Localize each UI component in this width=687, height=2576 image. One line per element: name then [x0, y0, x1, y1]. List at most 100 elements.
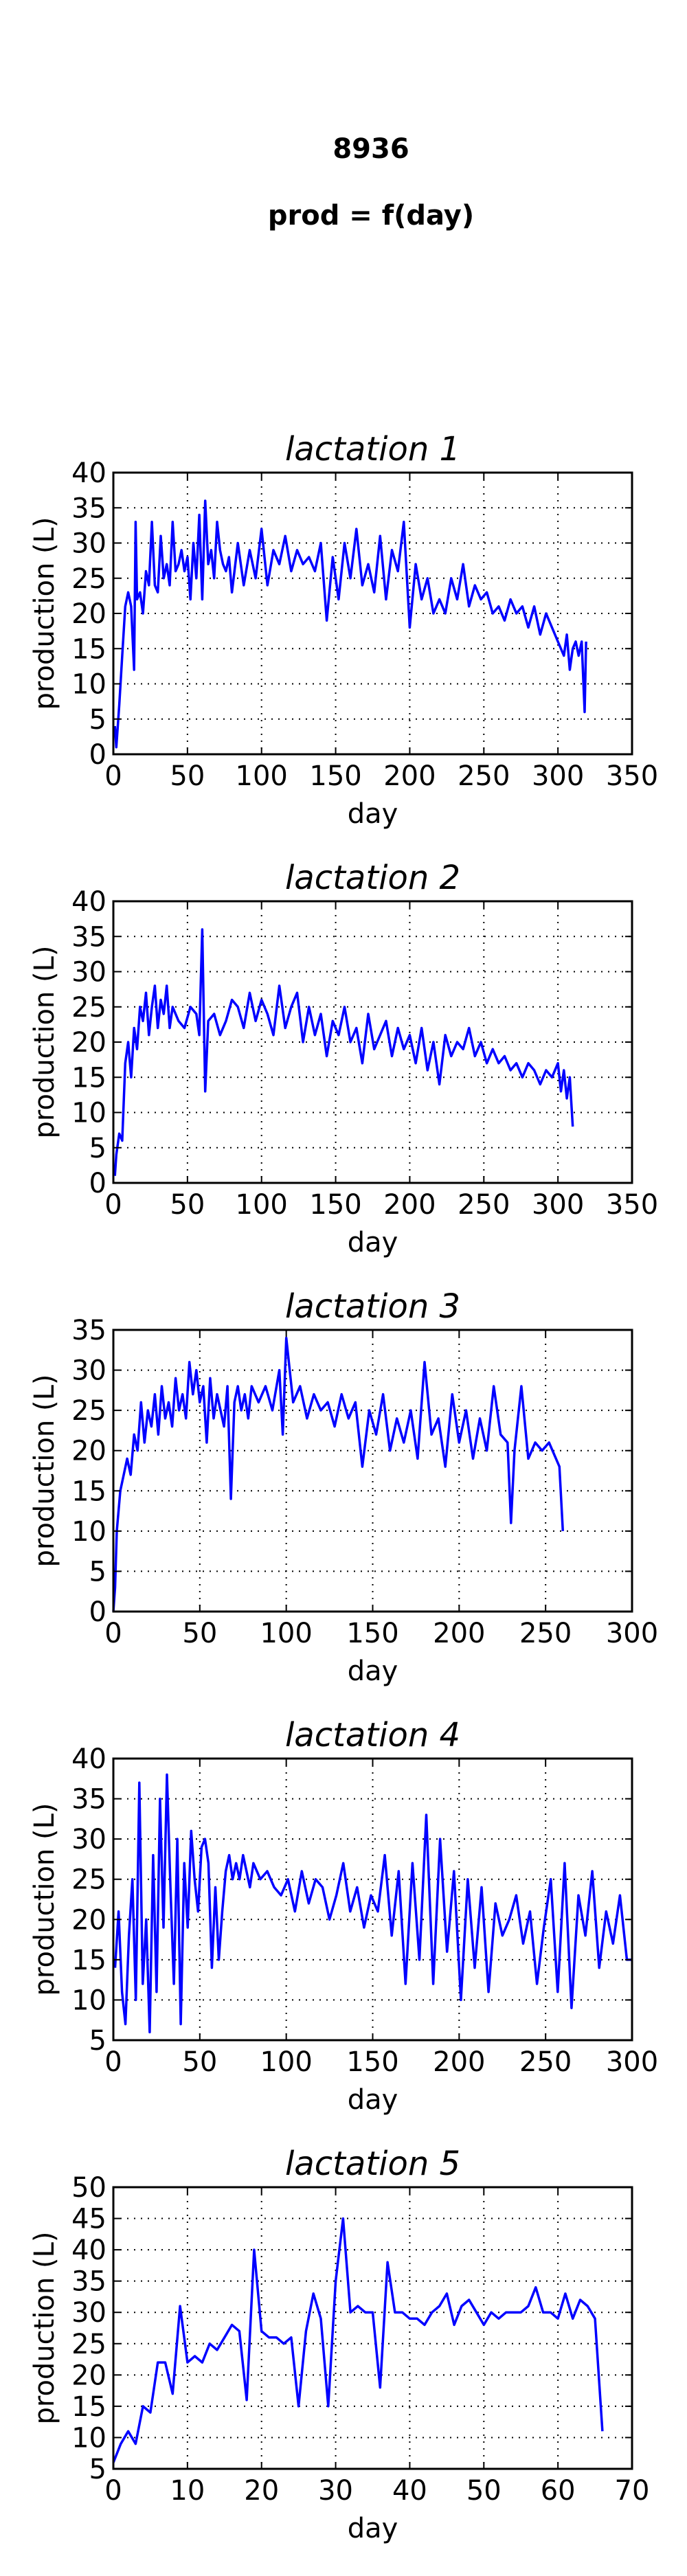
- y-tick-label: 45: [71, 2204, 106, 2235]
- x-tick-label: 0: [104, 2475, 122, 2507]
- y-tick-label: 40: [71, 2235, 106, 2266]
- y-tick-label: 30: [71, 528, 106, 560]
- y-tick-label: 15: [71, 1476, 106, 1507]
- y-tick-label: 50: [71, 2172, 106, 2204]
- x-tick-label: 150: [346, 1618, 398, 1649]
- y-tick-label: 25: [71, 563, 106, 595]
- y-tick-label: 5: [89, 704, 106, 736]
- y-tick-label: 35: [71, 2266, 106, 2298]
- x-tick-label: 200: [383, 1189, 436, 1221]
- y-tick-label: 25: [71, 2329, 106, 2360]
- series-line: [113, 928, 574, 1176]
- y-tick-label: 35: [71, 921, 106, 953]
- y-tick-label: 20: [71, 1904, 106, 1936]
- x-tick-label: 0: [104, 1189, 122, 1221]
- x-tick-label: 200: [433, 2046, 485, 2078]
- chart-title: lactation 1: [285, 430, 460, 468]
- y-tick-label: 0: [89, 739, 106, 771]
- x-tick-label: 250: [458, 1189, 510, 1221]
- y-tick-label: 10: [71, 1098, 106, 1129]
- x-tick-label: 150: [346, 2046, 398, 2078]
- y-tick-label: 35: [71, 493, 106, 524]
- series-line: [112, 2217, 604, 2463]
- x-tick-label: 300: [606, 1618, 658, 1649]
- x-tick-label: 200: [433, 1618, 485, 1649]
- y-tick-label: 30: [71, 1355, 106, 1387]
- chart-panel-2: lactation 2 0 50 100 150 200 250 300 350 0 5 10 1520…: [29, 859, 658, 1258]
- y-tick-label: 0: [89, 1168, 106, 1199]
- x-tick-label: 250: [519, 2046, 572, 2078]
- x-tick-label: 40: [392, 2475, 427, 2507]
- y-tick-label: 35: [71, 1315, 106, 1346]
- panels: lactation 10 50 100 150 200 250 300 35005101520…: [29, 430, 658, 2544]
- y-tick-label: 5: [89, 1133, 106, 1164]
- y-tick-label: 30: [71, 957, 106, 988]
- x-tick-label: 0: [104, 2046, 122, 2078]
- x-tick-label: 300: [606, 2046, 658, 2078]
- y-tick-label: 5: [89, 2025, 106, 2057]
- y-tick-label: 25: [71, 1864, 106, 1896]
- y-axis-label: production (L): [29, 1375, 60, 1568]
- x-tick-label: 150: [309, 760, 361, 792]
- y-axis-label: production (L): [29, 517, 60, 710]
- y-tick-label: 10: [71, 1516, 106, 1548]
- chart-title: lactation 5: [285, 2145, 460, 2183]
- y-tick-label: 20: [71, 598, 106, 630]
- x-axis-label: day: [348, 2084, 398, 2116]
- chart-panel-1: lactation 10 50 100 150 200 250 300 35005101520…: [29, 430, 658, 830]
- x-tick-label: 50: [170, 760, 205, 792]
- y-axis-label: production (L): [29, 1803, 60, 1996]
- y-tick-label: 40: [71, 1743, 106, 1775]
- series-line: [113, 499, 587, 749]
- chart-title: lactation 2: [285, 859, 460, 897]
- x-tick-label: 50: [170, 1189, 205, 1221]
- chart-panel-5: lactation 50 10 20 30 40 50 60 7051015202530354…: [29, 2145, 649, 2544]
- x-tick-label: 70: [615, 2475, 650, 2507]
- x-tick-label: 20: [244, 2475, 279, 2507]
- x-axis-label: day: [348, 798, 398, 830]
- x-axis-label: day: [348, 2513, 398, 2544]
- y-tick-label: 0: [89, 1596, 106, 1628]
- series-line: [113, 1773, 632, 2034]
- x-tick-label: 150: [309, 1189, 361, 1221]
- x-tick-label: 50: [466, 2475, 502, 2507]
- y-tick-label: 15: [71, 2391, 106, 2423]
- x-tick-label: 60: [541, 2475, 576, 2507]
- y-tick-label: 15: [71, 633, 106, 665]
- x-tick-label: 30: [318, 2475, 353, 2507]
- figure-title: 8936: [333, 133, 409, 165]
- figure-subtitle: prod = f(day): [268, 200, 474, 231]
- chart-panel-3: lactation 3 0 50 100 150 200 250 300 0 5 10 15 20 25 3…: [29, 1287, 658, 1687]
- chart-title: lactation 3: [285, 1287, 460, 1326]
- y-tick-label: 40: [71, 457, 106, 489]
- y-tick-label: 20: [71, 1027, 106, 1059]
- y-axis-label: production (L): [29, 2232, 60, 2425]
- x-tick-label: 100: [236, 1189, 288, 1221]
- y-tick-label: 5: [89, 2454, 106, 2485]
- y-tick-label: 25: [71, 1395, 106, 1427]
- y-tick-label: 20: [71, 2360, 106, 2391]
- series-line: [112, 1336, 565, 1612]
- x-tick-label: 300: [532, 760, 584, 792]
- plot-frame: [112, 2186, 633, 2470]
- x-tick-label: 50: [182, 2046, 217, 2078]
- x-tick-label: 250: [458, 760, 510, 792]
- y-tick-label: 30: [71, 2297, 106, 2329]
- y-tick-label: 25: [71, 992, 106, 1024]
- y-tick-label: 35: [71, 1784, 106, 1816]
- x-tick-label: 100: [236, 760, 288, 792]
- y-tick-label: 10: [71, 2422, 106, 2454]
- x-tick-label: 10: [170, 2475, 205, 2507]
- x-tick-label: 200: [383, 760, 436, 792]
- chart-panel-4: lactation 4 0 50 100 150 200 250 300 5 10 15 20 25 30…: [29, 1716, 658, 2116]
- x-axis-label: day: [348, 1227, 398, 1258]
- x-tick-label: 0: [104, 1618, 122, 1649]
- y-tick-label: 10: [71, 669, 106, 701]
- y-tick-label: 10: [71, 1985, 106, 2016]
- x-axis-label: day: [348, 1656, 398, 1687]
- y-tick-label: 5: [89, 1556, 106, 1588]
- x-tick-label: 350: [606, 1189, 658, 1221]
- x-tick-label: 50: [182, 1618, 217, 1649]
- y-tick-label: 30: [71, 1824, 106, 1855]
